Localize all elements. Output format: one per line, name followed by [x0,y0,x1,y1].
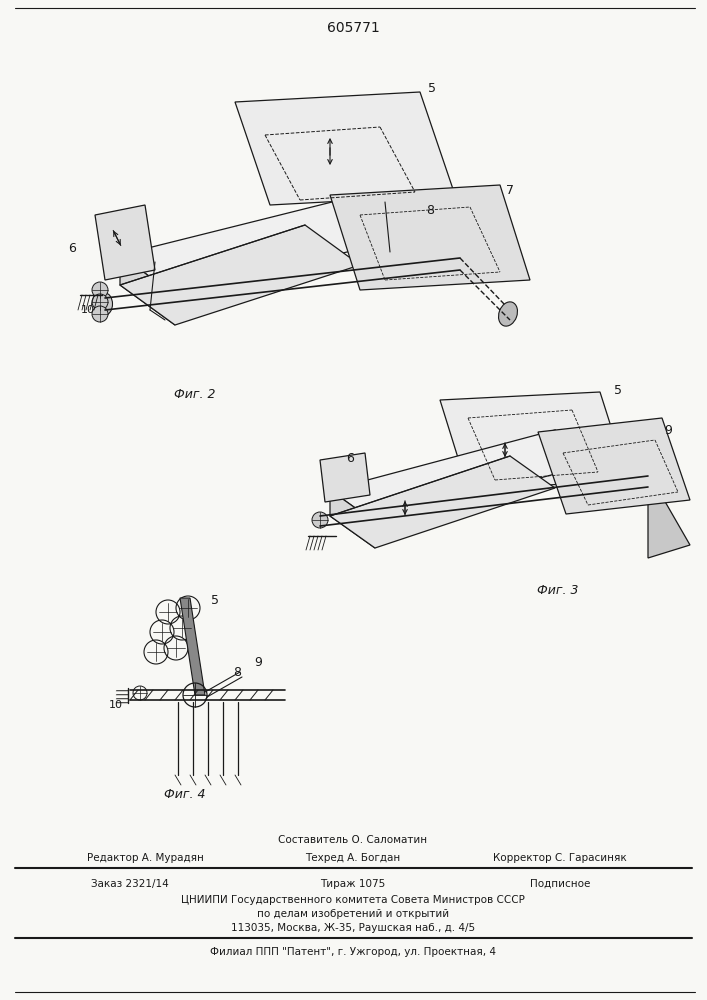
Polygon shape [120,255,175,325]
Text: 5: 5 [614,383,622,396]
Text: Фиг. 3: Фиг. 3 [537,584,579,596]
Text: 10: 10 [81,305,95,315]
Text: Тираж 1075: Тираж 1075 [320,879,385,889]
Text: 7: 7 [506,184,514,196]
Polygon shape [180,598,205,695]
Text: 9: 9 [254,656,262,668]
Text: Фиг. 2: Фиг. 2 [174,388,216,401]
Text: Фиг. 4: Фиг. 4 [164,788,206,802]
Circle shape [92,294,108,310]
Text: Составитель О. Саломатин: Составитель О. Саломатин [279,835,428,845]
Circle shape [312,512,328,528]
Polygon shape [95,205,155,280]
Text: Филиал ППП "Патент", г. Ужгород, ул. Проектная, 4: Филиал ППП "Патент", г. Ужгород, ул. Про… [210,947,496,957]
Text: Подписное: Подписное [530,879,590,889]
Text: 113035, Москва, Ж-35, Раушская наб., д. 4/5: 113035, Москва, Ж-35, Раушская наб., д. … [231,923,475,933]
Circle shape [92,282,108,298]
Text: 605771: 605771 [327,21,380,35]
Polygon shape [330,490,375,548]
Text: 8: 8 [233,666,241,678]
Ellipse shape [98,293,112,315]
Circle shape [92,306,108,322]
Polygon shape [440,392,628,490]
Text: 8: 8 [426,204,434,217]
Polygon shape [330,185,530,290]
Ellipse shape [498,302,518,326]
Ellipse shape [454,255,466,273]
Text: 5: 5 [428,82,436,95]
Polygon shape [330,430,600,522]
Text: ЦНИИПИ Государственного комитета Совета Министров СССР: ЦНИИПИ Государственного комитета Совета … [181,895,525,905]
Polygon shape [538,418,690,514]
Polygon shape [360,195,415,265]
Text: 5: 5 [211,593,219,606]
Polygon shape [555,430,600,488]
Polygon shape [320,453,370,502]
Text: Заказ 2321/14: Заказ 2321/14 [91,879,169,889]
Text: Редактор А. Мурадян: Редактор А. Мурадян [86,853,204,863]
Polygon shape [648,472,690,558]
Text: 6: 6 [68,241,76,254]
Text: Техред А. Богдан: Техред А. Богдан [305,853,401,863]
Text: по делам изобретений и открытий: по делам изобретений и открытий [257,909,449,919]
Text: 10: 10 [109,700,123,710]
Text: 9: 9 [664,424,672,436]
Polygon shape [235,92,455,205]
Polygon shape [330,456,555,548]
Polygon shape [120,195,415,295]
Text: Корректор С. Гарасиняк: Корректор С. Гарасиняк [493,853,627,863]
Text: 6: 6 [346,452,354,464]
Polygon shape [120,225,360,325]
